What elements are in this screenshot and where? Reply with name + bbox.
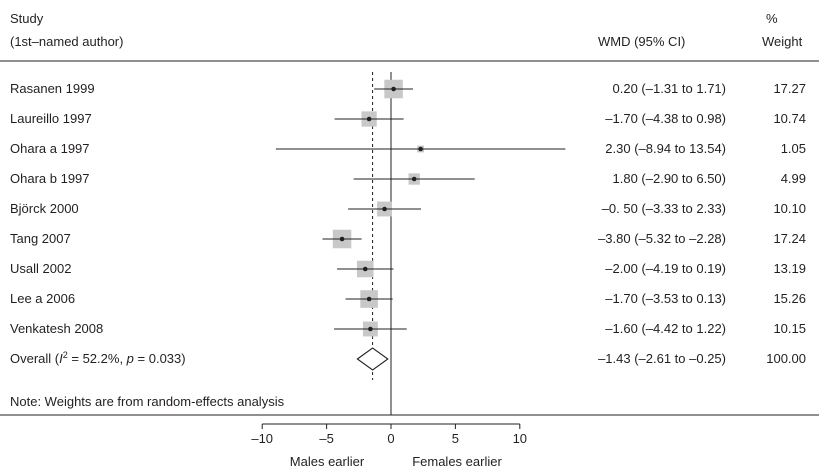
x-tick-label: 10 bbox=[513, 431, 527, 446]
study-row: Tang 2007 –3.80 (–5.32 to –2.28) 17.24 bbox=[10, 229, 806, 249]
overall-ci-text: –1.43 (–2.61 to –0.25) bbox=[598, 351, 726, 366]
point-estimate bbox=[366, 116, 372, 122]
x-tick-label: 5 bbox=[452, 431, 459, 446]
header-weight-pct: % bbox=[766, 11, 778, 26]
study-row: Björck 2000 –0. 50 (–3.33 to 2.33) 10.10 bbox=[10, 201, 806, 217]
overall-weight-text: 100.00 bbox=[766, 351, 806, 366]
study-row: Laureillo 1997 –1.70 (–4.38 to 0.98) 10.74 bbox=[10, 111, 806, 127]
x-label-males-earlier: Males earlier bbox=[290, 454, 365, 469]
weight-text: 4.99 bbox=[781, 171, 806, 186]
point-estimate bbox=[368, 326, 373, 332]
ci-text: 2.30 (–8.94 to 13.54) bbox=[605, 141, 726, 156]
header-study: Study bbox=[10, 11, 44, 26]
point-estimate bbox=[382, 206, 387, 212]
point-estimate bbox=[411, 176, 417, 182]
note-text: Note: Weights are from random-effects an… bbox=[10, 394, 285, 409]
ci-text: 1.80 (–2.90 to 6.50) bbox=[613, 171, 726, 186]
reference-lines bbox=[372, 72, 392, 415]
point-estimate bbox=[362, 266, 368, 272]
study-label: Lee a 2006 bbox=[10, 291, 75, 306]
study-label: Venkatesh 2008 bbox=[10, 321, 103, 336]
study-row: Usall 2002 –2.00 (–4.19 to 0.19) 13.19 bbox=[10, 260, 806, 278]
weight-text: 10.10 bbox=[773, 201, 806, 216]
header-weight: Weight bbox=[762, 34, 803, 49]
study-label: Laureillo 1997 bbox=[10, 111, 92, 126]
study-label: Rasanen 1999 bbox=[10, 81, 95, 96]
study-rows: Rasanen 1999 0.20 (–1.31 to 1.71) 17.27 Lau… bbox=[10, 79, 806, 337]
x-label-females-earlier: Females earlier bbox=[412, 454, 502, 469]
study-label: Ohara a 1997 bbox=[10, 141, 90, 156]
study-label: Björck 2000 bbox=[10, 201, 79, 216]
weight-text: 10.74 bbox=[773, 111, 806, 126]
point-estimate bbox=[339, 236, 345, 242]
header-study-sub: (1st–named author) bbox=[10, 34, 123, 49]
weight-text: 15.26 bbox=[773, 291, 806, 306]
point-estimate bbox=[391, 86, 396, 92]
study-row: Venkatesh 2008 –1.60 (–4.42 to 1.22) 10.15 bbox=[10, 321, 806, 337]
study-row: Lee a 2006 –1.70 (–3.53 to 0.13) 15.26 bbox=[10, 290, 806, 308]
x-tick-label: –10 bbox=[251, 431, 273, 446]
study-label: Ohara b 1997 bbox=[10, 171, 90, 186]
ci-text: –2.00 (–4.19 to 0.19) bbox=[605, 261, 726, 276]
overall-label: Overall (I2 = 52.2%, p = 0.033) bbox=[10, 350, 186, 366]
weight-text: 17.27 bbox=[773, 81, 806, 96]
ci-text: –3.80 (–5.32 to –2.28) bbox=[598, 231, 726, 246]
point-estimate bbox=[366, 296, 372, 302]
weight-text: 17.24 bbox=[773, 231, 806, 246]
ci-text: –0. 50 (–3.33 to 2.33) bbox=[602, 201, 726, 216]
weight-text: 1.05 bbox=[781, 141, 806, 156]
x-tick-label: –5 bbox=[319, 431, 333, 446]
overall-row: Overall (I2 = 52.2%, p = 0.033) –1.43 (–… bbox=[10, 347, 806, 371]
weight-text: 13.19 bbox=[773, 261, 806, 276]
study-label: Tang 2007 bbox=[10, 231, 71, 246]
study-row: Ohara b 1997 1.80 (–2.90 to 6.50) 4.99 bbox=[10, 171, 806, 186]
study-row: Ohara a 1997 2.30 (–8.94 to 13.54) 1.05 bbox=[10, 141, 806, 156]
ci-text: –1.70 (–3.53 to 0.13) bbox=[605, 291, 726, 306]
header-wmd: WMD (95% CI) bbox=[598, 34, 685, 49]
study-label: Usall 2002 bbox=[10, 261, 71, 276]
point-estimate bbox=[418, 146, 423, 152]
ci-text: –1.60 (–4.42 to 1.22) bbox=[605, 321, 726, 336]
ci-text: 0.20 (–1.31 to 1.71) bbox=[613, 81, 726, 96]
x-tick-label: 0 bbox=[387, 431, 394, 446]
x-axis: –10 –5 0 5 10 bbox=[251, 423, 527, 446]
study-row: Rasanen 1999 0.20 (–1.31 to 1.71) 17.27 bbox=[10, 79, 806, 99]
overall-diamond bbox=[356, 347, 389, 371]
weight-text: 10.15 bbox=[773, 321, 806, 336]
ci-text: –1.70 (–4.38 to 0.98) bbox=[605, 111, 726, 126]
